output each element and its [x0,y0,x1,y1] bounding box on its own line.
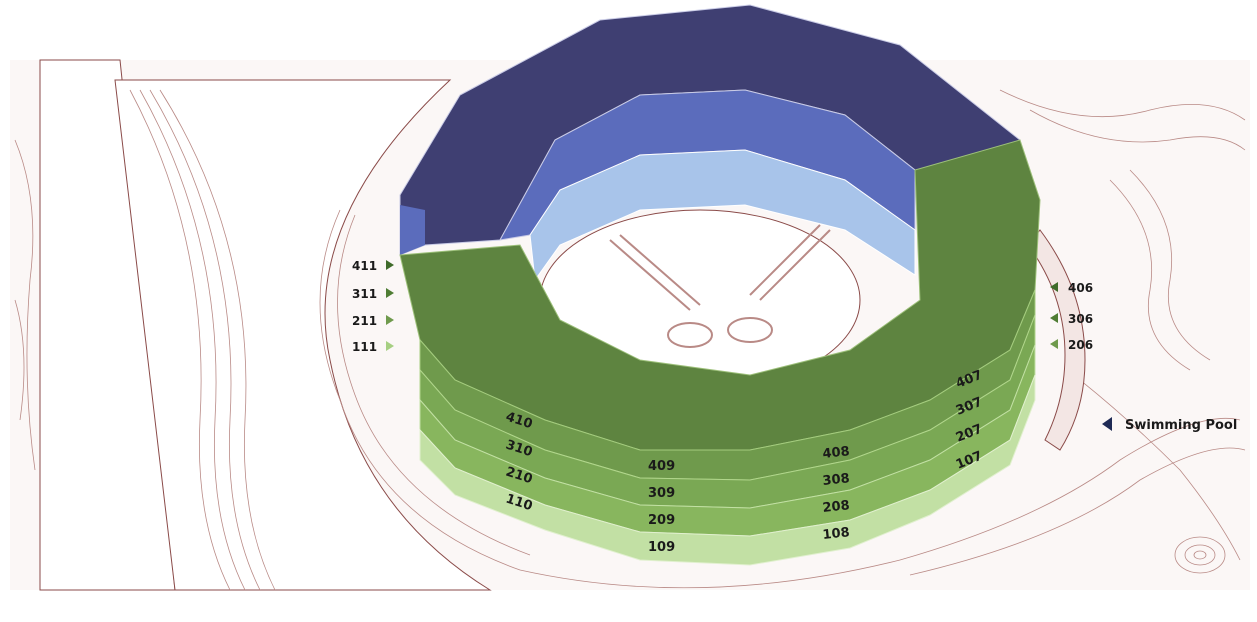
triangle-marker-icon [386,315,394,325]
triangle-marker-icon [386,260,394,270]
swimming-pool-structure [1027,229,1086,451]
triangle-marker-icon [386,341,394,351]
courtyard-paths [609,224,831,348]
floor-label: 411 [352,259,377,273]
building-ring [399,4,1041,566]
triangle-marker-icon [1050,339,1058,349]
unit-label: 208 [822,498,851,516]
unit-label: 409 [648,459,675,474]
contour-lines [14,89,1246,591]
unit-label: 309 [648,486,675,501]
unit-label: 308 [822,471,851,489]
floor-label: 111 [352,340,377,354]
unit-label: 108 [822,525,851,543]
floor-label: 311 [352,287,377,301]
floor-label: 406 [1068,281,1093,295]
unit-label: 209 [648,513,675,528]
unit-label: 408 [822,444,851,462]
triangle-marker-icon [386,288,394,298]
inner-wall-lightblue [529,149,916,282]
right-floor-stack: 406 306 206 [1050,281,1093,352]
floor-label: 306 [1068,312,1093,326]
swimming-pool-label: Swimming Pool [1125,418,1237,433]
floor-label: 206 [1068,338,1093,352]
triangle-marker-icon [1050,282,1058,292]
left-edge-blue [400,205,425,255]
triangle-marker-icon [1102,417,1112,431]
triangle-marker-icon [1050,313,1058,323]
plaza-area [114,79,492,591]
unit-label: 109 [648,540,675,555]
swimming-pool-callout: Swimming Pool [1102,417,1237,433]
floor-label: 211 [352,314,377,328]
segment-labels: 410 310 210 110 409 309 209 109 408 308 … [504,368,985,555]
left-floor-stack: 411 311 211 111 [352,259,394,354]
facade-band-100 [419,374,1036,566]
